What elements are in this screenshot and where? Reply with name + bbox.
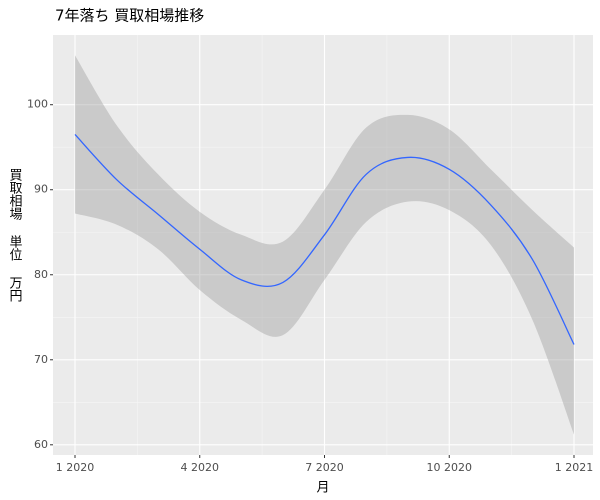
smooth-line bbox=[74, 134, 575, 345]
x-tick-label: 1 2021 bbox=[555, 461, 594, 474]
y-tick-label: 70 bbox=[34, 353, 48, 366]
axes: 60 70 80 90 100 1 2020 4 2020 7 2020 10 2020 1 20… bbox=[27, 98, 593, 474]
x-tick-label: 7 2020 bbox=[305, 461, 344, 474]
x-tick-label: 4 2020 bbox=[181, 461, 220, 474]
y-tick-label: 60 bbox=[34, 438, 48, 451]
confidence-band bbox=[75, 55, 574, 435]
x-tick-label: 10 2020 bbox=[427, 461, 473, 474]
y-tick-label: 100 bbox=[27, 98, 48, 111]
x-tick-label: 1 2020 bbox=[56, 461, 95, 474]
x-axis-title: 月 bbox=[316, 481, 329, 496]
y-axis-title: 買取相場 単位 万円 bbox=[7, 168, 23, 302]
y-tick-label: 90 bbox=[34, 183, 48, 196]
grid bbox=[53, 35, 593, 455]
chart-title: 7年落ち 買取相場推移 bbox=[55, 7, 204, 25]
y-tick-label: 80 bbox=[34, 268, 48, 281]
marks bbox=[74, 55, 575, 435]
